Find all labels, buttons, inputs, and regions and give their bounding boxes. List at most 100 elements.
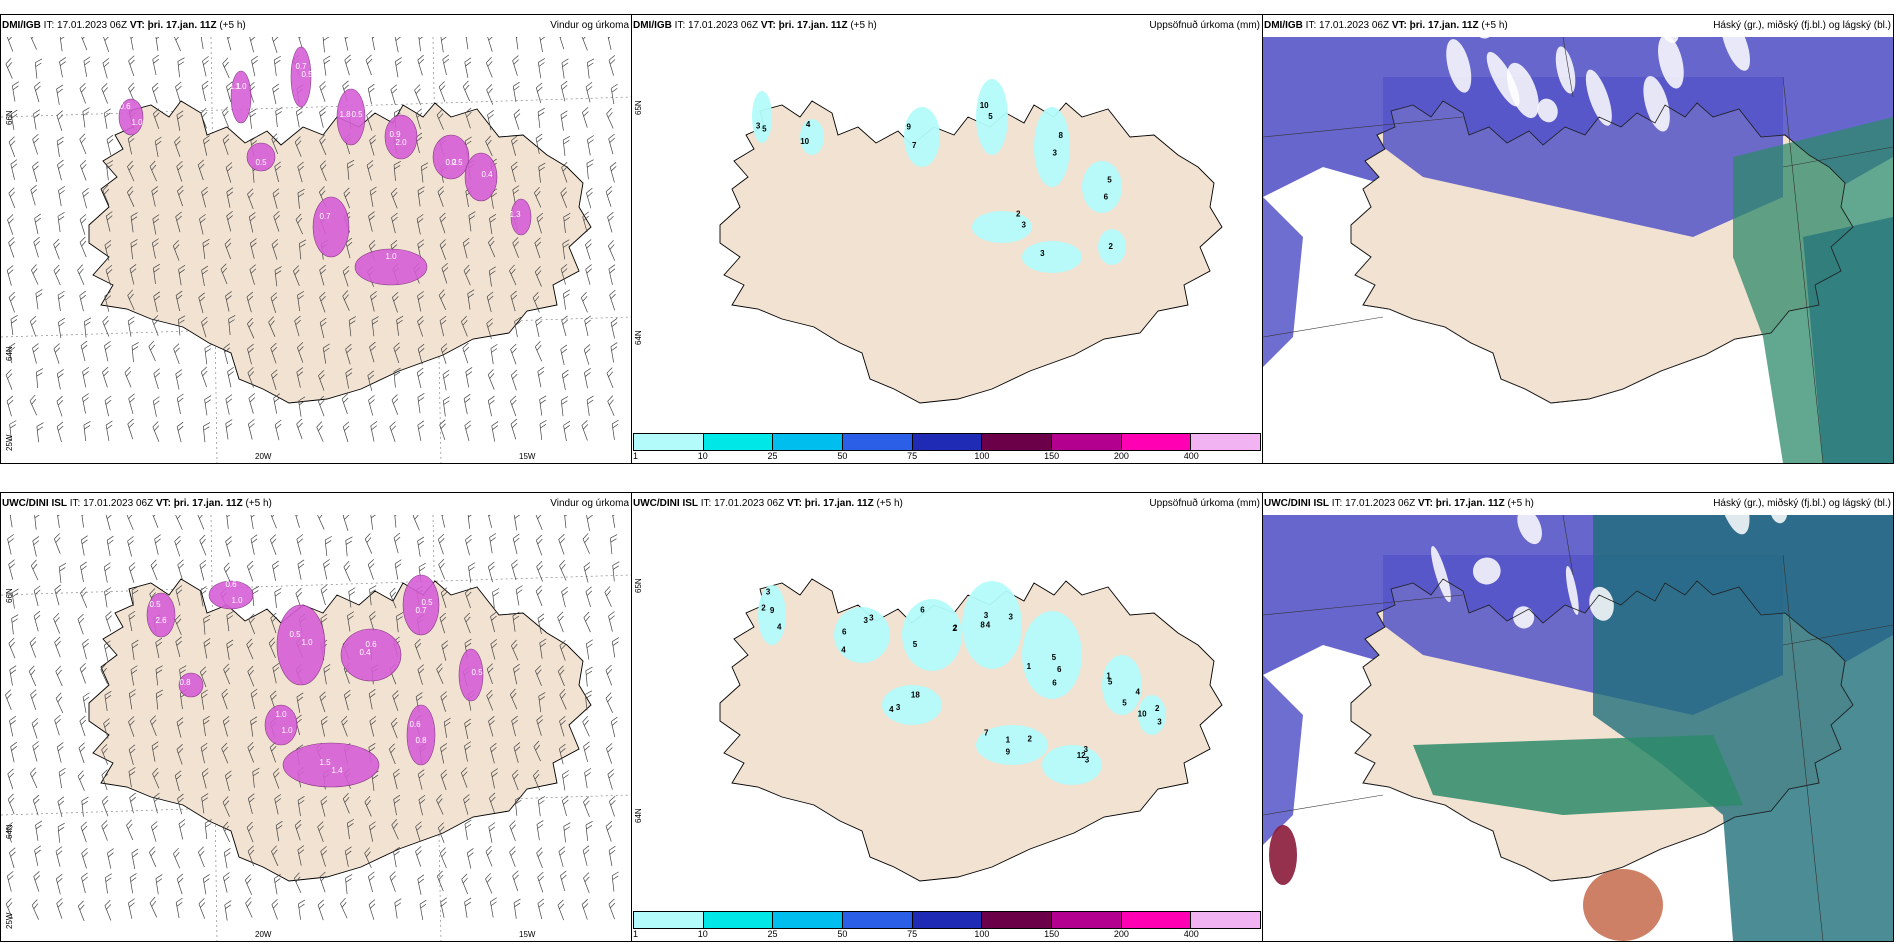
precip-value-label: 0.6 [409, 720, 421, 729]
accum-value-label: 2 [1155, 704, 1160, 713]
lat-label-64n: 64N [5, 346, 14, 361]
model-source: DMI/IGB [633, 20, 672, 31]
panel-cloud-cover[interactable]: DMI/IGB IT: 17.01.2023 06Z VT: þri. 17.j… [1262, 14, 1894, 464]
panel-accum-precip[interactable]: UWC/DINI ISL IT: 17.01.2023 06Z VT: þri.… [631, 492, 1263, 942]
colorbar-label: 150 [1044, 451, 1060, 461]
it-label: IT: [69, 498, 81, 509]
colorbar-label: 400 [1183, 929, 1199, 939]
accum-value-label: 3 [756, 121, 761, 130]
colorbar-swatch [1052, 912, 1122, 928]
precip-value-label: 0.5 [471, 668, 483, 677]
accum-value-label: 10 [800, 137, 809, 146]
colorbar-swatch [982, 912, 1053, 928]
it-label: IT: [674, 20, 686, 31]
precip-value-label: 0.9 [389, 130, 401, 139]
accum-value-label: 3 [1040, 249, 1045, 258]
colorbar-label: 25 [767, 451, 778, 461]
accum-value-label: 3 [1083, 745, 1088, 754]
precip-value-label: 1.5 [319, 758, 331, 767]
row-dmi: DMI/IGB IT: 17.01.2023 06Z VT: þri. 17.j… [0, 14, 1900, 464]
wind-map: 0.50.61.00.40.71.40.61.00.50.82.61.00.50… [1, 515, 631, 941]
accum-value-label: 4 [986, 620, 991, 629]
panel-header: DMI/IGB IT: 17.01.2023 06Z VT: þri. 17.j… [1, 15, 631, 37]
accum-value-label: 10 [1138, 710, 1147, 719]
colorbar-label: 200 [1113, 451, 1129, 461]
accum-value-label: 3 [1157, 717, 1162, 726]
accum-value-label: 3 [869, 614, 874, 623]
accum-value-label: 1 [1027, 662, 1032, 671]
panel-header: UWC/DINI ISL IT: 17.01.2023 06Z VT: þri.… [632, 493, 1262, 515]
precip-value-label: 1.3 [509, 210, 521, 219]
panel-wind-precip[interactable]: UWC/DINI ISL IT: 17.01.2023 06Z VT: þri.… [0, 492, 632, 942]
lead-time: (+5 h) [876, 498, 903, 509]
colorbar-swatch [1191, 912, 1261, 928]
colorbar-label: 50 [837, 929, 848, 939]
accum-value-label: 5 [1107, 175, 1112, 184]
vt-label: VT: [1417, 498, 1433, 509]
lat-label-64n: 64N [634, 330, 643, 345]
accum-value-label: 2 [1109, 242, 1114, 251]
colorbar-label: 200 [1113, 929, 1129, 939]
accum-value-label: 9 [1006, 747, 1011, 756]
panel-header: UWC/DINI ISL IT: 17.01.2023 06Z VT: þri.… [1, 493, 631, 515]
colorbar-label: 75 [907, 929, 918, 939]
colorbar-swatch [843, 912, 913, 928]
colorbar-swatch [634, 912, 704, 928]
accum-value-label: 1 [1106, 672, 1111, 681]
panel-wind-precip[interactable]: DMI/IGB IT: 17.01.2023 06Z VT: þri. 17.j… [0, 14, 632, 464]
accum-value-label: 4 [806, 120, 811, 129]
lon-label-15w: 15W [519, 930, 536, 939]
colorbar-label: 75 [907, 451, 918, 461]
vt-value: þri. 17.jan. 11Z [173, 498, 243, 509]
precip-value-label: 1.0 [231, 596, 243, 605]
panel-title: Háský (gr.), miðský (fj.bl.) og lágský (… [1713, 20, 1891, 31]
lead-time: (+5 h) [850, 20, 877, 31]
precip-value-label: 0.2 [445, 158, 457, 167]
vt-value: þri. 17.jan. 11Z [1409, 20, 1479, 31]
accum-value-label: 3 [1009, 612, 1014, 621]
panel-title: Uppsöfnuð úrkoma (mm) [1149, 20, 1260, 31]
cloud-map [1263, 37, 1893, 463]
accum-value-label: 5 [1052, 653, 1057, 662]
cloud-map [1263, 515, 1893, 941]
precip-value-label: 0.7 [415, 606, 427, 615]
lat-label-25w: 25W [5, 912, 14, 929]
precip-value-label: 1.0 [301, 638, 313, 647]
vt-value: þri. 17.jan. 11Z [147, 20, 217, 31]
accum-value-label: 4 [1135, 687, 1140, 696]
vt-label: VT: [760, 20, 776, 31]
colorbar-swatch [1121, 434, 1192, 450]
precip-value-label: 0.6 [225, 580, 237, 589]
precip-value-label: 2.6 [155, 616, 167, 625]
precip-value-label: 1.0 [281, 726, 293, 735]
precip-value-label: 0.5 [421, 598, 433, 607]
lat-label-66n: 66N [5, 110, 14, 125]
colorbar-label: 25 [767, 929, 778, 939]
model-source: UWC/DINI ISL [633, 498, 698, 509]
it-value: 17.01.2023 06Z [1319, 20, 1390, 31]
precip-value-label: 0.5 [255, 158, 267, 167]
accum-value-label: 2 [761, 603, 766, 612]
precip-value-label: 0.7 [295, 62, 307, 71]
accum-value-label: 3 [1085, 755, 1090, 764]
precip-value-label: 0.5 [289, 630, 301, 639]
vt-value: þri. 17.jan. 11Z [804, 498, 874, 509]
accum-value-label: 2 [953, 623, 958, 632]
panel-accum-precip[interactable]: DMI/IGB IT: 17.01.2023 06Z VT: þri. 17.j… [631, 14, 1263, 464]
vt-label: VT: [1391, 20, 1407, 31]
it-value: 17.01.2023 06Z [714, 498, 785, 509]
precip-value-label: 0.7 [319, 212, 331, 221]
colorbar-swatch [703, 434, 774, 450]
lat-label-65n: 65N [634, 100, 643, 115]
precip-value-label: 0.5 [149, 600, 161, 609]
colorbar-swatch [982, 434, 1053, 450]
colorbar-label: 150 [1044, 929, 1060, 939]
precip-value-label: 1.0 [275, 710, 287, 719]
lon-label-20w: 20W [255, 452, 272, 461]
accum-value-label: 18 [911, 690, 920, 699]
accum-value-label: 9 [906, 122, 911, 131]
lat-label-64n: 64N [5, 824, 14, 839]
panel-cloud-cover[interactable]: UWC/DINI ISL IT: 17.01.2023 06Z VT: þri.… [1262, 492, 1894, 942]
colorbar-label: 1 [633, 929, 639, 939]
